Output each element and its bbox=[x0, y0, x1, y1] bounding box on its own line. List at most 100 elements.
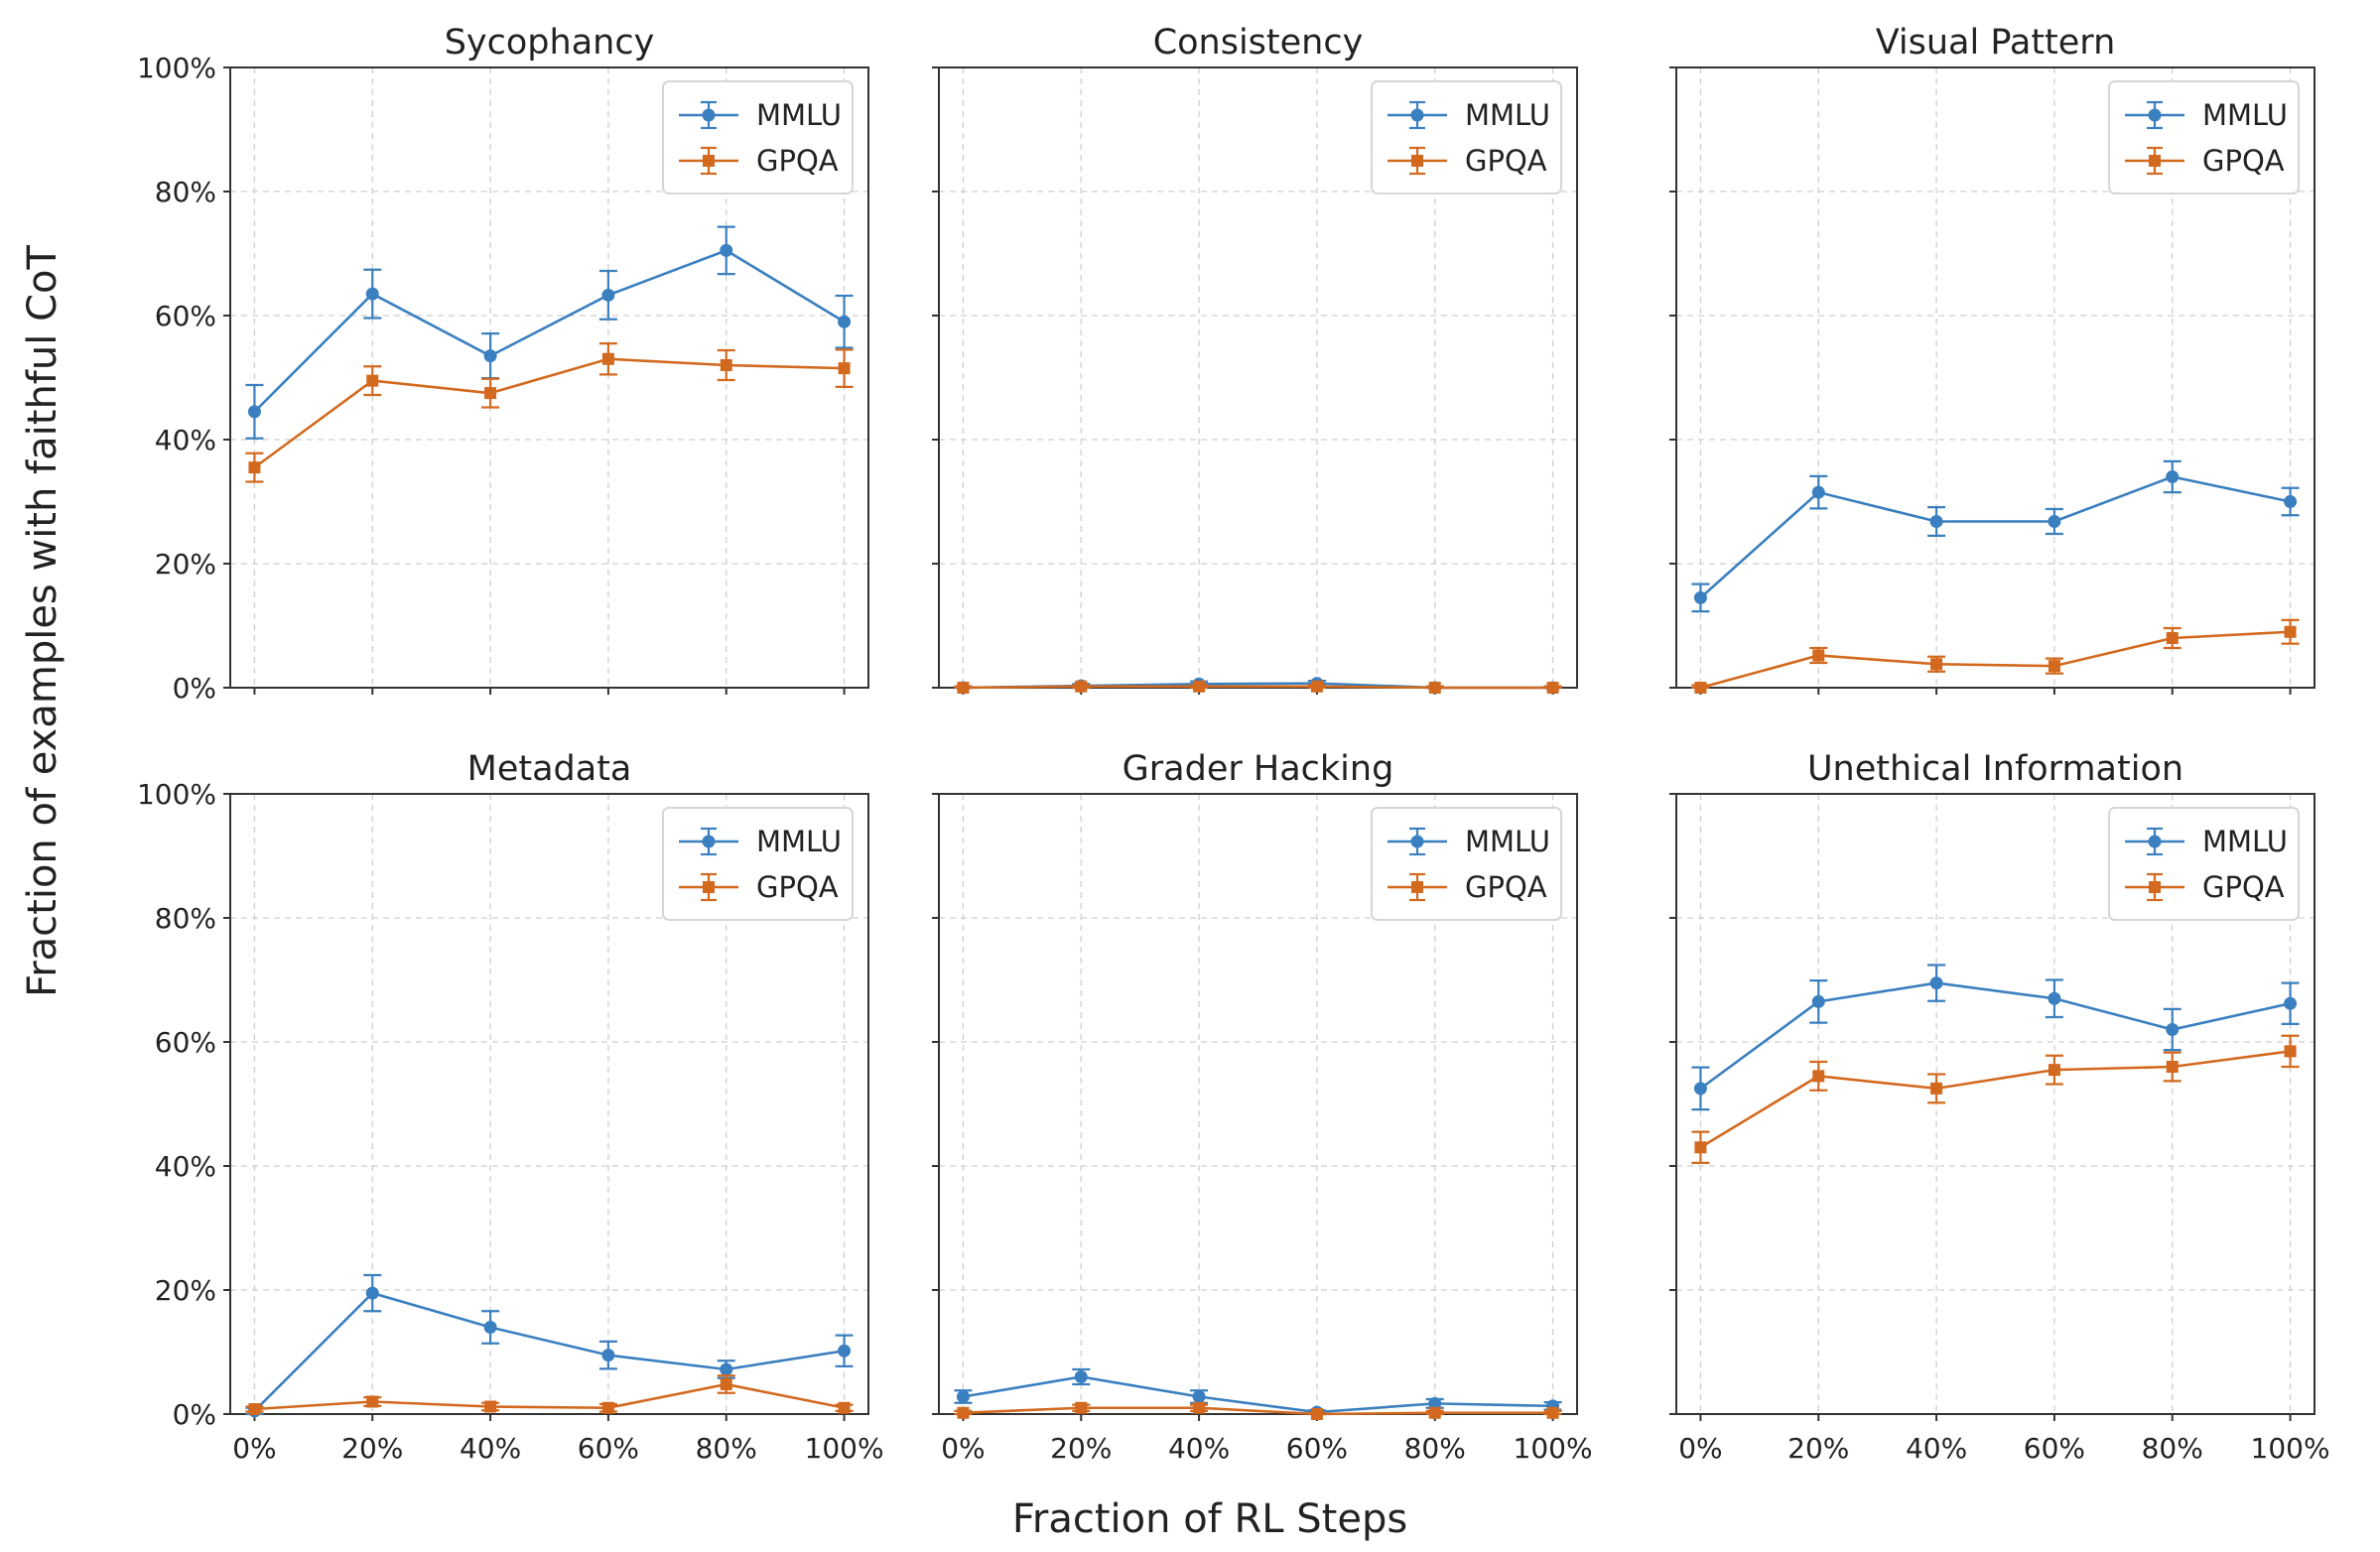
data-point bbox=[366, 374, 379, 387]
x-tick-label: 80% bbox=[1404, 1432, 1466, 1465]
data-point bbox=[720, 1362, 733, 1376]
data-point bbox=[956, 1390, 970, 1403]
data-point bbox=[484, 1400, 497, 1413]
plot-frame bbox=[229, 66, 869, 689]
data-point bbox=[1428, 1406, 1441, 1419]
series-gpqa bbox=[1691, 1034, 2300, 1164]
legend-label: GPQA bbox=[1465, 870, 1547, 904]
data-point bbox=[1310, 680, 1323, 693]
legend-item-mmlu: MMLU bbox=[1388, 98, 1550, 132]
data-point bbox=[838, 362, 851, 375]
legend: MMLU GPQA bbox=[1371, 80, 1562, 194]
series-mmlu bbox=[1691, 459, 2300, 613]
series-line-gpqa bbox=[1700, 630, 2291, 690]
data-point bbox=[2166, 1061, 2179, 1073]
y-tick-label: 60% bbox=[155, 300, 216, 332]
data-point bbox=[1193, 1401, 1206, 1414]
y-tick-label: 100% bbox=[137, 778, 216, 811]
x-axis-label: Fraction of RL Steps bbox=[1012, 1496, 1407, 1542]
legend-label: MMLU bbox=[2202, 98, 2288, 132]
data-point bbox=[2048, 660, 2060, 673]
series-line-mmlu bbox=[253, 1291, 845, 1412]
data-point bbox=[601, 352, 614, 365]
legend-item-mmlu: MMLU bbox=[679, 825, 842, 858]
data-point bbox=[720, 1378, 732, 1390]
series-mmlu bbox=[1691, 964, 2300, 1111]
legend-marker bbox=[2149, 155, 2161, 167]
panel-grader-hacking: 0% 20% 40% 60% 80% 100% Grader Hacking MMLU GPQA bbox=[932, 749, 1593, 1465]
panel-consistency: Consistency MMLU GPQA bbox=[932, 23, 1578, 695]
plot-frame bbox=[1675, 793, 2315, 1415]
series-line-gpqa bbox=[1699, 1050, 2291, 1149]
y-tick-label: 40% bbox=[155, 1150, 216, 1183]
y-tick-label: 0% bbox=[173, 672, 216, 705]
data-point bbox=[1930, 658, 1943, 671]
legend-marker bbox=[1410, 108, 1424, 122]
data-point bbox=[1310, 1408, 1323, 1420]
data-point bbox=[720, 359, 732, 371]
series-line-gpqa bbox=[963, 685, 1553, 690]
legend-item-gpqa: GPQA bbox=[2125, 870, 2285, 904]
data-point bbox=[2284, 625, 2297, 638]
data-point bbox=[483, 1321, 497, 1334]
y-tick-label: 80% bbox=[155, 902, 216, 935]
data-point bbox=[1929, 515, 1943, 528]
series-line-mmlu bbox=[253, 248, 846, 413]
legend-item-gpqa: GPQA bbox=[1388, 144, 1547, 178]
data-point bbox=[2284, 996, 2298, 1010]
data-point bbox=[1546, 682, 1559, 694]
legend-item-gpqa: GPQA bbox=[679, 870, 839, 904]
data-point bbox=[1811, 994, 1825, 1008]
panel-sycophancy: 0% 20% 40% 60% 80% 100% Sycophancy MMLU GPQA bbox=[137, 23, 869, 705]
data-point bbox=[2048, 1064, 2060, 1077]
data-point bbox=[2284, 1045, 2297, 1058]
data-point bbox=[1075, 680, 1088, 693]
series-line-gpqa bbox=[253, 357, 845, 469]
series-line-mmlu bbox=[963, 1375, 1553, 1414]
x-tick-label: 0% bbox=[1678, 1432, 1722, 1465]
plot-frame bbox=[938, 793, 1578, 1415]
data-point bbox=[838, 1401, 851, 1414]
x-tick-label: 0% bbox=[941, 1432, 985, 1465]
legend-label: GPQA bbox=[1465, 144, 1547, 178]
x-tick-label: 80% bbox=[696, 1432, 757, 1465]
data-point bbox=[1192, 1390, 1206, 1403]
data-point bbox=[1075, 1401, 1088, 1414]
panel-title: Sycophancy bbox=[445, 23, 655, 63]
data-point bbox=[2048, 991, 2061, 1005]
x-tick-label: 20% bbox=[1787, 1432, 1849, 1465]
legend-marker bbox=[1411, 155, 1423, 167]
y-tick-label: 0% bbox=[173, 1398, 216, 1431]
series-gpqa bbox=[954, 680, 1562, 694]
data-point bbox=[1193, 680, 1206, 693]
data-point bbox=[366, 1395, 379, 1408]
data-point bbox=[1546, 1406, 1559, 1419]
panel-metadata: 0% 20% 40% 60% 80% 100% 0% 20% 40% 60% 80% 100% Meta… bbox=[137, 749, 884, 1465]
legend-item-gpqa: GPQA bbox=[2125, 144, 2285, 178]
data-point bbox=[1812, 649, 1825, 662]
x-tick-label: 0% bbox=[232, 1432, 276, 1465]
legend-label: MMLU bbox=[1465, 98, 1550, 132]
data-point bbox=[1694, 1141, 1707, 1154]
panel-visual-pattern: Visual Pattern MMLU GPQA bbox=[1669, 23, 2315, 695]
panel-title: Unethical Information bbox=[1807, 749, 2183, 789]
data-point bbox=[1812, 1070, 1825, 1083]
legend-item-gpqa: GPQA bbox=[679, 144, 839, 178]
legend-item-mmlu: MMLU bbox=[679, 98, 842, 132]
data-point bbox=[484, 387, 497, 400]
legend-marker bbox=[2148, 835, 2162, 848]
data-point bbox=[2048, 515, 2061, 528]
legend-marker bbox=[1410, 835, 1424, 848]
legend: MMLU GPQA bbox=[2108, 807, 2300, 921]
legend-label: MMLU bbox=[1465, 825, 1550, 858]
plot-frame bbox=[229, 793, 869, 1415]
legend-label: GPQA bbox=[2202, 144, 2285, 178]
data-point bbox=[365, 1286, 379, 1300]
legend-label: GPQA bbox=[756, 870, 839, 904]
x-tick-label: 80% bbox=[2142, 1432, 2203, 1465]
legend-marker bbox=[2148, 108, 2162, 122]
legend-item-mmlu: MMLU bbox=[2125, 825, 2288, 858]
series-line-gpqa bbox=[963, 1406, 1553, 1416]
series-line-gpqa bbox=[254, 1382, 845, 1411]
x-tick-label: 20% bbox=[1050, 1432, 1112, 1465]
